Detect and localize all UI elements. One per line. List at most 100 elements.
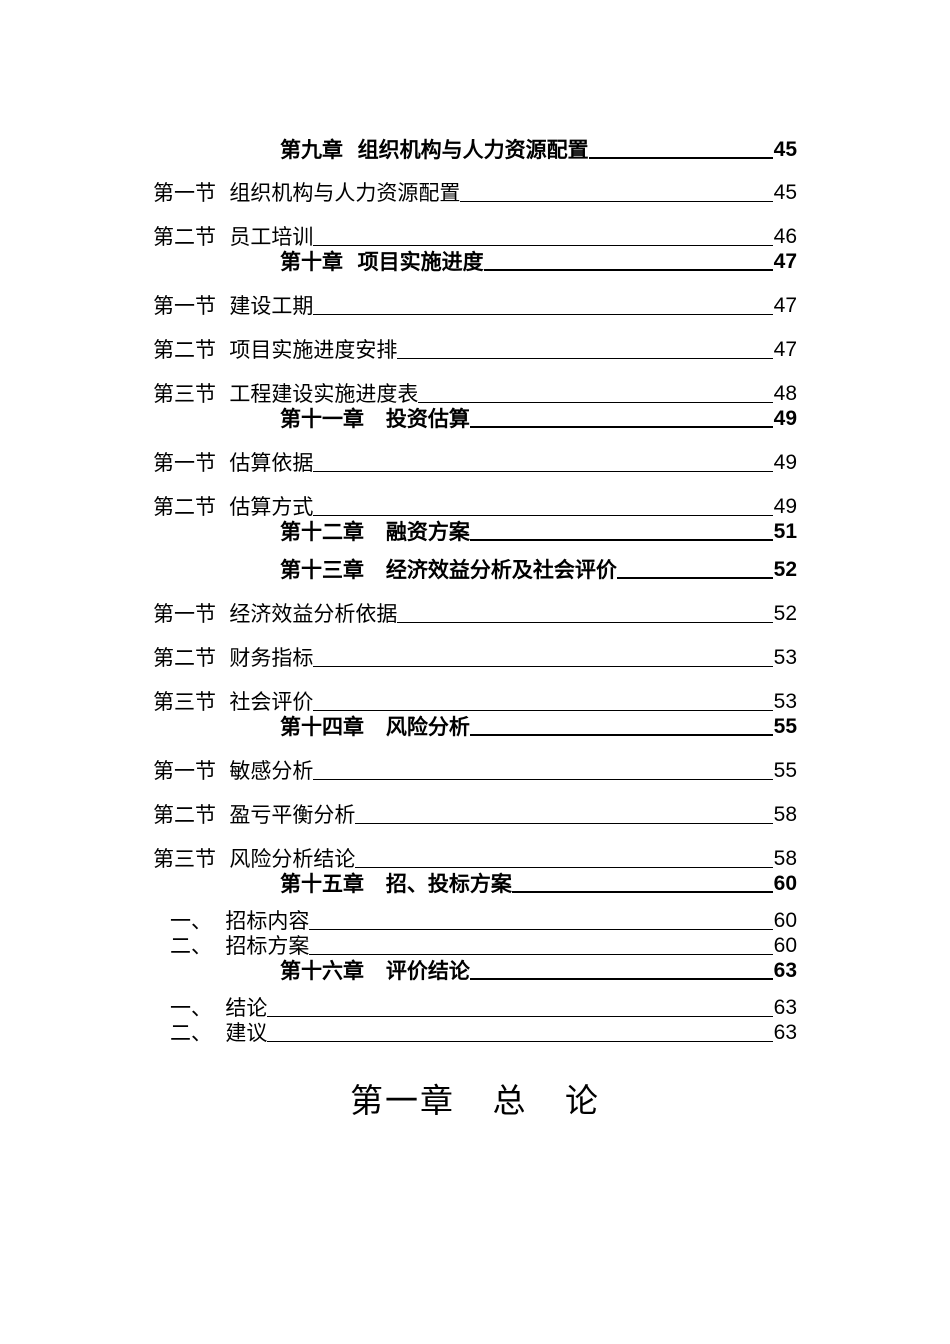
toc-entry-section[interactable]: 第二节 估算方式 49 bbox=[153, 491, 797, 519]
toc-entry-chapter[interactable]: 第十四章 风险分析 55 bbox=[280, 711, 797, 739]
toc-page-number: 47 bbox=[773, 338, 797, 361]
toc-page-number: 52 bbox=[773, 558, 797, 581]
toc-page-number: 49 bbox=[773, 451, 797, 474]
toc-entry-item[interactable]: 二、 建议 63 bbox=[170, 1017, 797, 1045]
toc-leader-line bbox=[397, 622, 773, 623]
toc-entry-section[interactable]: 第三节 工程建设实施进度表 48 bbox=[153, 378, 797, 406]
toc-page-number: 55 bbox=[773, 759, 797, 782]
toc-leader-line bbox=[313, 666, 773, 667]
toc-entry-label: 二、 招标方案 bbox=[170, 934, 310, 958]
chapter-heading: 第一章 总 论 bbox=[350, 1081, 600, 1120]
toc-leader-line bbox=[616, 577, 773, 579]
toc-leader-line bbox=[309, 929, 773, 930]
toc-entry-label: 二、 建议 bbox=[170, 1021, 268, 1045]
toc-entry-label: 第十四章 风险分析 bbox=[280, 715, 470, 739]
toc-entry-label: 第一节 敏感分析 bbox=[153, 759, 314, 783]
toc-entry-label: 第十章 项目实施进度 bbox=[280, 250, 484, 274]
toc-page-number: 48 bbox=[773, 382, 797, 405]
toc-page-number: 51 bbox=[773, 520, 797, 543]
toc-entry-item[interactable]: 一、 结论 63 bbox=[170, 992, 797, 1020]
toc-leader-line bbox=[460, 201, 773, 202]
toc-leader-line bbox=[469, 426, 773, 428]
toc-leader-line bbox=[397, 358, 773, 359]
toc-entry-label: 第十五章 招、投标方案 bbox=[280, 872, 512, 896]
toc-page-number: 60 bbox=[773, 909, 797, 932]
toc-entry-section[interactable]: 第二节 员工培训 46 bbox=[153, 221, 797, 249]
toc-leader-line bbox=[418, 402, 773, 403]
toc-entry-section[interactable]: 第二节 盈亏平衡分析 58 bbox=[153, 799, 797, 827]
toc-leader-line bbox=[313, 245, 773, 246]
toc-entry-label: 第二节 估算方式 bbox=[153, 495, 314, 519]
toc-entry-section[interactable]: 第一节 组织机构与人力资源配置 45 bbox=[153, 177, 797, 205]
toc-entry-label: 第十二章 融资方案 bbox=[280, 520, 470, 544]
toc-leader-line bbox=[355, 867, 773, 868]
toc-page-number: 53 bbox=[773, 690, 797, 713]
toc-page-number: 53 bbox=[773, 646, 797, 669]
toc-page-number: 45 bbox=[773, 138, 797, 161]
toc-entry-label: 第一节 估算依据 bbox=[153, 451, 314, 475]
toc-page-number: 63 bbox=[773, 959, 797, 982]
toc-leader-line bbox=[483, 269, 773, 271]
toc-entry-label: 第一节 组织机构与人力资源配置 bbox=[153, 181, 461, 205]
toc-leader-line bbox=[313, 471, 773, 472]
toc-entry-label: 第三节 风险分析结论 bbox=[153, 847, 356, 871]
toc-entry-chapter[interactable]: 第十章 项目实施进度 47 bbox=[280, 246, 797, 274]
toc-leader-line bbox=[588, 157, 773, 159]
toc-entry-chapter[interactable]: 第十一章 投资估算 49 bbox=[280, 403, 797, 431]
toc-entry-item[interactable]: 一、 招标内容 60 bbox=[170, 905, 797, 933]
toc-page-number: 55 bbox=[773, 715, 797, 738]
toc-leader-line bbox=[267, 1016, 773, 1017]
toc-entry-section[interactable]: 第一节 建设工期 47 bbox=[153, 290, 797, 318]
toc-entry-chapter[interactable]: 第十六章 评价结论 63 bbox=[280, 955, 797, 983]
toc-entry-label: 一、 结论 bbox=[170, 996, 268, 1020]
toc-leader-line bbox=[313, 710, 773, 711]
toc-leader-line bbox=[309, 954, 773, 955]
toc-leader-line bbox=[355, 823, 773, 824]
toc-page-number: 63 bbox=[773, 996, 797, 1019]
toc-entry-label: 第二节 员工培训 bbox=[153, 225, 314, 249]
toc-leader-line bbox=[313, 314, 773, 315]
toc-entry-label: 第九章 组织机构与人力资源配置 bbox=[280, 138, 589, 162]
toc-entry-section[interactable]: 第一节 敏感分析 55 bbox=[153, 755, 797, 783]
toc-entry-label: 第一节 建设工期 bbox=[153, 294, 314, 318]
toc-entry-label: 一、 招标内容 bbox=[170, 909, 310, 933]
toc-entry-chapter[interactable]: 第十五章 招、投标方案 60 bbox=[280, 868, 797, 896]
toc-entry-chapter[interactable]: 第九章 组织机构与人力资源配置 45 bbox=[280, 134, 797, 162]
toc-entry-section[interactable]: 第二节 项目实施进度安排 47 bbox=[153, 334, 797, 362]
toc-page-number: 49 bbox=[773, 495, 797, 518]
toc-page-number: 46 bbox=[773, 225, 797, 248]
toc-entry-item[interactable]: 二、 招标方案 60 bbox=[170, 930, 797, 958]
toc-entry-label: 第一节 经济效益分析依据 bbox=[153, 602, 398, 626]
toc-page-number: 47 bbox=[773, 294, 797, 317]
toc-page-number: 58 bbox=[773, 847, 797, 870]
toc-entry-section[interactable]: 第二节 财务指标 53 bbox=[153, 642, 797, 670]
toc-page-number: 49 bbox=[773, 407, 797, 430]
toc-page-number: 47 bbox=[773, 250, 797, 273]
toc-entry-chapter[interactable]: 第十三章 经济效益分析及社会评价 52 bbox=[280, 554, 797, 582]
toc-entry-section[interactable]: 第一节 经济效益分析依据 52 bbox=[153, 598, 797, 626]
toc-page-number: 52 bbox=[773, 602, 797, 625]
toc-entry-label: 第二节 项目实施进度安排 bbox=[153, 338, 398, 362]
toc-page-number: 45 bbox=[773, 181, 797, 204]
toc-leader-line bbox=[469, 539, 773, 541]
toc-entry-section[interactable]: 第三节 风险分析结论 58 bbox=[153, 843, 797, 871]
toc-leader-line bbox=[511, 891, 773, 893]
toc-entry-label: 第二节 盈亏平衡分析 bbox=[153, 803, 356, 827]
toc-page-number: 60 bbox=[773, 872, 797, 895]
toc-page-number: 60 bbox=[773, 934, 797, 957]
toc-entry-label: 第二节 财务指标 bbox=[153, 646, 314, 670]
toc-entry-label: 第十三章 经济效益分析及社会评价 bbox=[280, 558, 617, 582]
toc-entry-label: 第三节 工程建设实施进度表 bbox=[153, 382, 419, 406]
toc-leader-line bbox=[469, 978, 773, 980]
toc-entry-chapter[interactable]: 第十二章 融资方案 51 bbox=[280, 516, 797, 544]
toc-leader-line bbox=[469, 734, 773, 736]
toc-entry-label: 第十一章 投资估算 bbox=[280, 407, 470, 431]
toc-leader-line bbox=[313, 515, 773, 516]
toc-leader-line bbox=[313, 779, 773, 780]
toc-entry-section[interactable]: 第三节 社会评价 53 bbox=[153, 686, 797, 714]
toc-entry-section[interactable]: 第一节 估算依据 49 bbox=[153, 447, 797, 475]
toc-entry-label: 第十六章 评价结论 bbox=[280, 959, 470, 983]
toc-leader-line bbox=[267, 1041, 773, 1042]
toc-entry-label: 第三节 社会评价 bbox=[153, 690, 314, 714]
toc-page-number: 58 bbox=[773, 803, 797, 826]
